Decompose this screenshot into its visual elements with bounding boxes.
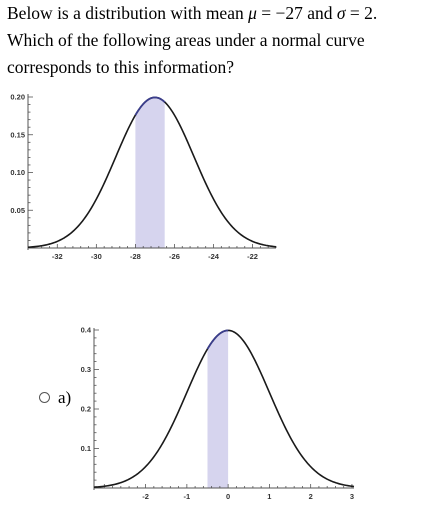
x-tick-label: 0	[226, 492, 230, 501]
x-tick-label: -26	[169, 252, 180, 261]
option-a-radio[interactable]	[39, 391, 50, 403]
y-tick-label: 0.10	[10, 168, 25, 177]
option-a[interactable]: a)	[39, 388, 71, 408]
x-tick-label: -22	[247, 252, 258, 261]
option-a-normal-plot: 0.4 0.3 0.2 0.1 -2 -1 0 1 2 3	[81, 326, 355, 501]
shaded-area	[135, 97, 165, 249]
x-tick-label: -24	[208, 252, 220, 261]
x-tick-label: 2	[309, 492, 313, 501]
question-line-1: Below is a distribution with mean μ = −2…	[7, 0, 417, 27]
question-line-3: corresponds to this information?	[7, 57, 234, 77]
sigma-symbol: σ	[336, 3, 346, 23]
y-tick-label: 0.20	[10, 93, 25, 102]
question-text: Below is a distribution with mean μ = −2…	[7, 0, 417, 81]
x-tick-label: -28	[130, 252, 141, 261]
shaded-curve-segment	[134, 96, 166, 116]
mean-value: = −27 and	[256, 3, 337, 23]
reference-normal-plot: 0.20 0.15 0.10 0.05 -32 -30 -28 -26 -24 -22	[10, 93, 277, 261]
y-tick-label: 0.15	[10, 130, 25, 139]
shaded-curve-segment	[206, 329, 229, 350]
option-a-label: a)	[58, 388, 72, 407]
y-tick-label: 0.05	[10, 206, 25, 215]
x-tick-label: 3	[350, 492, 354, 501]
y-tick-label: 0.1	[81, 444, 91, 453]
mu-symbol: μ	[248, 3, 257, 23]
sd-value: = 2.	[345, 3, 378, 23]
y-tick-label: 0.4	[81, 326, 92, 335]
x-tick-label: -1	[184, 492, 191, 501]
x-tick-label: -30	[91, 252, 102, 261]
x-tick-label: -2	[142, 492, 149, 501]
question-line-2: Which of the following areas under a nor…	[7, 30, 365, 50]
x-tick-label: 1	[267, 492, 271, 501]
y-tick-label: 0.3	[81, 365, 91, 374]
question-prefix: Below is a distribution with mean	[7, 3, 249, 23]
shaded-area	[207, 330, 229, 488]
y-tick-label: 0.2	[81, 405, 91, 414]
x-tick-label: -32	[52, 252, 63, 261]
